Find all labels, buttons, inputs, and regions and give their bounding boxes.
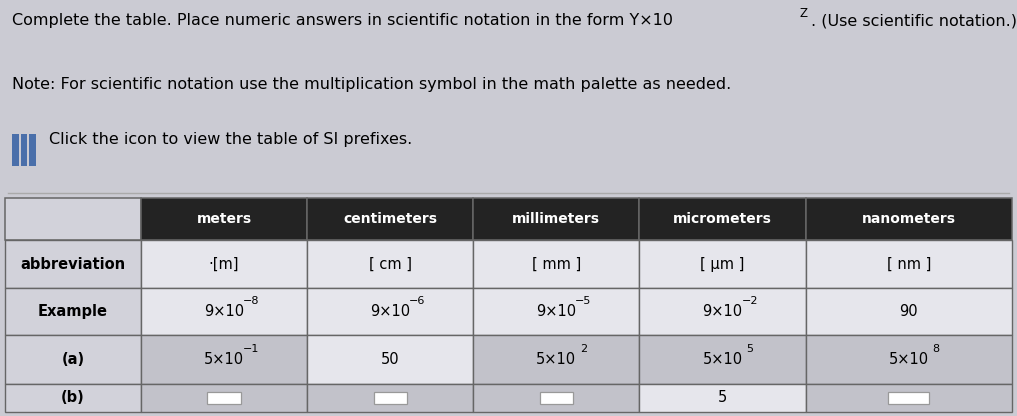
Bar — [207, 392, 241, 404]
Bar — [473, 384, 640, 412]
Bar — [888, 392, 930, 404]
Bar — [141, 384, 307, 412]
Bar — [373, 392, 407, 404]
Bar — [640, 384, 805, 412]
Bar — [5, 240, 141, 287]
Bar — [5, 335, 141, 384]
Text: −8: −8 — [243, 296, 259, 306]
Bar — [805, 287, 1012, 335]
Bar — [473, 287, 640, 335]
Bar — [5, 198, 141, 240]
Bar — [141, 240, 307, 287]
Text: −2: −2 — [741, 296, 758, 306]
Text: 5×10: 5×10 — [703, 352, 742, 367]
Text: meters: meters — [196, 212, 251, 226]
Text: Note: For scientific notation use the multiplication symbol in the math palette : Note: For scientific notation use the mu… — [12, 77, 731, 92]
Text: 9×10: 9×10 — [204, 304, 244, 319]
Text: millimeters: millimeters — [513, 212, 600, 226]
Text: [ μm ]: [ μm ] — [701, 257, 744, 272]
Bar — [805, 335, 1012, 384]
Bar — [307, 384, 473, 412]
Text: 50: 50 — [381, 352, 400, 367]
Text: nanometers: nanometers — [861, 212, 956, 226]
Bar — [640, 335, 805, 384]
Bar — [20, 134, 27, 145]
Bar — [473, 198, 640, 240]
Bar — [141, 198, 307, 240]
Bar — [805, 240, 1012, 287]
Text: −5: −5 — [576, 296, 592, 306]
Bar — [307, 287, 473, 335]
Bar — [307, 198, 473, 240]
Bar — [12, 134, 18, 145]
Text: 9×10: 9×10 — [370, 304, 410, 319]
Bar — [12, 145, 18, 156]
Bar — [29, 134, 37, 145]
Text: 9×10: 9×10 — [536, 304, 577, 319]
Text: abbreviation: abbreviation — [20, 257, 126, 272]
Text: Z: Z — [800, 7, 807, 20]
Text: [ cm ]: [ cm ] — [369, 257, 412, 272]
Text: 2: 2 — [580, 344, 587, 354]
Bar — [5, 287, 141, 335]
Bar — [540, 392, 573, 404]
Bar — [29, 145, 37, 156]
Text: 8: 8 — [933, 344, 940, 354]
Bar — [141, 335, 307, 384]
Bar — [20, 156, 27, 166]
Text: Click the icon to view the table of SI prefixes.: Click the icon to view the table of SI p… — [49, 132, 412, 147]
Text: 5: 5 — [718, 390, 727, 406]
Bar — [29, 156, 37, 166]
Text: 5×10: 5×10 — [204, 352, 244, 367]
Text: ·[m]: ·[m] — [208, 257, 239, 272]
Text: 9×10: 9×10 — [703, 304, 742, 319]
Bar — [473, 335, 640, 384]
Bar — [805, 384, 1012, 412]
Text: [ mm ]: [ mm ] — [532, 257, 581, 272]
Text: 90: 90 — [899, 304, 918, 319]
Bar — [805, 198, 1012, 240]
Text: Example: Example — [38, 304, 108, 319]
Text: micrometers: micrometers — [673, 212, 772, 226]
Text: (a): (a) — [61, 352, 84, 367]
Text: 5×10: 5×10 — [536, 352, 577, 367]
Bar — [141, 287, 307, 335]
Bar — [640, 198, 805, 240]
Text: −6: −6 — [409, 296, 425, 306]
Bar — [473, 240, 640, 287]
Text: 5: 5 — [746, 344, 754, 354]
Bar — [307, 335, 473, 384]
Bar — [12, 156, 18, 166]
Bar — [640, 240, 805, 287]
Text: (b): (b) — [61, 390, 85, 406]
Text: Complete the table. Place numeric answers in scientific notation in the form Y×1: Complete the table. Place numeric answer… — [12, 13, 673, 28]
Text: −1: −1 — [243, 344, 259, 354]
Text: . (Use scientific notation.): . (Use scientific notation.) — [811, 13, 1017, 28]
Bar — [20, 145, 27, 156]
Text: 5×10: 5×10 — [889, 352, 929, 367]
Bar — [5, 384, 141, 412]
Bar — [640, 287, 805, 335]
Text: [ nm ]: [ nm ] — [887, 257, 931, 272]
Text: centimeters: centimeters — [343, 212, 437, 226]
Bar — [307, 240, 473, 287]
